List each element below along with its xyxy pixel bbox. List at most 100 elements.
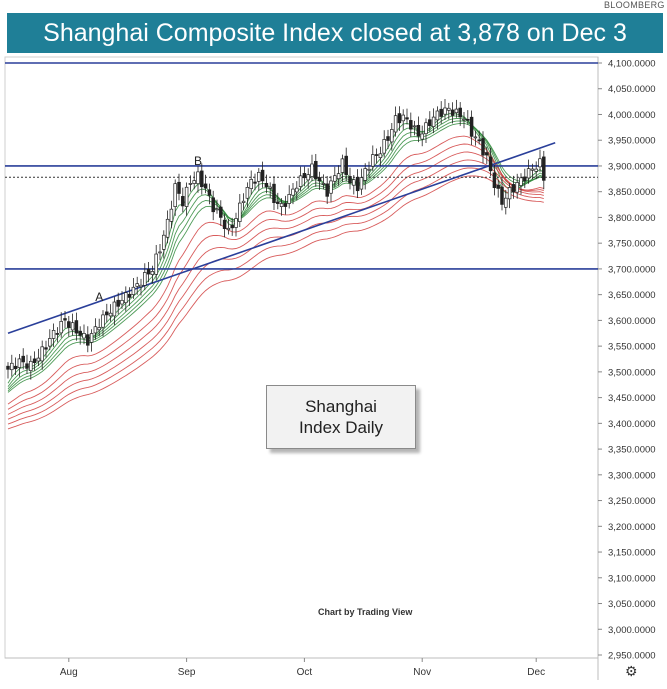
x-tick-label: Nov (413, 667, 431, 678)
candle-body (108, 312, 113, 317)
candle-body (82, 333, 86, 339)
candle-body (416, 124, 421, 137)
candle-body (443, 107, 447, 115)
candle-body (21, 355, 25, 363)
y-tick-label: 3,850.0000 (608, 187, 656, 198)
ma-long-line (7, 143, 544, 410)
candle-body (355, 176, 360, 192)
candle-body (25, 363, 29, 369)
candle-body (390, 129, 394, 143)
candle-body (139, 284, 143, 288)
candle-body (359, 177, 364, 190)
candle-body (169, 208, 174, 222)
candle-body (374, 154, 379, 156)
candle-body (131, 286, 136, 296)
candle-body (74, 320, 79, 334)
candle-body (264, 182, 269, 188)
candle-body (283, 203, 288, 207)
candle-body (466, 118, 470, 121)
y-tick-label: 3,550.0000 (608, 342, 656, 353)
candle-body (257, 171, 261, 182)
candle-body (112, 301, 117, 317)
candle-body (530, 168, 535, 171)
y-tick-label: 3,200.0000 (608, 522, 656, 533)
candle-body (287, 194, 291, 204)
annotation-label: B (194, 154, 202, 168)
candle-body (219, 206, 223, 218)
candle-body (306, 174, 310, 181)
candle-body (504, 197, 508, 208)
candle-body (329, 180, 333, 194)
candle-body (538, 158, 542, 168)
note-line-2: Index Daily (298, 418, 384, 437)
y-tick-label: 3,750.0000 (608, 239, 656, 250)
ma-long-line (7, 151, 544, 415)
candle-body (67, 321, 71, 328)
candle-body (188, 183, 193, 185)
candle-body (63, 318, 67, 321)
candle-body (439, 108, 443, 117)
candle-body (196, 171, 200, 185)
trendline (7, 142, 556, 335)
y-tick-label: 3,700.0000 (608, 264, 656, 275)
candle-body (154, 253, 158, 275)
candle-body (469, 116, 474, 137)
candle-body (162, 234, 166, 250)
candle-body (363, 168, 367, 181)
candle-body (485, 152, 489, 156)
candle-body (314, 160, 318, 180)
candle-body (378, 153, 383, 159)
chart-frame (4, 56, 599, 680)
candle-body (238, 202, 242, 222)
candle-body (101, 314, 105, 328)
ma-long-line (7, 135, 544, 405)
candle-body (302, 173, 307, 179)
candle-body (124, 292, 128, 304)
candle-body (105, 311, 109, 316)
trendline-layer (7, 142, 556, 335)
candle-body (93, 326, 98, 334)
candle-body (295, 187, 299, 193)
candle-body (515, 182, 519, 193)
annotation-label: A (95, 290, 103, 304)
candle-body (13, 365, 18, 370)
candle-body (542, 156, 546, 181)
y-tick-label: 3,900.0000 (608, 161, 656, 172)
ma-long-line (7, 159, 544, 420)
candle-body (268, 186, 272, 189)
candle-body (192, 180, 196, 184)
y-tick-label: 3,250.0000 (608, 496, 656, 507)
candle-body (279, 203, 284, 207)
x-tick-label: Aug (60, 667, 78, 678)
candle-body (367, 168, 371, 171)
ma-short-line (7, 118, 544, 390)
y-tick-label: 4,100.0000 (608, 59, 656, 70)
candle-body (431, 116, 436, 127)
y-tick-label: 3,800.0000 (608, 213, 656, 224)
candle-body (70, 322, 75, 331)
plot-border (4, 56, 599, 659)
candle-body (291, 188, 295, 196)
candle-body (435, 110, 440, 121)
x-tick-label: Sep (178, 667, 196, 678)
y-tick-label: 4,050.0000 (608, 84, 656, 95)
candle-body (226, 227, 231, 231)
horizontal-levels (5, 62, 598, 270)
candle-body (48, 338, 52, 347)
candle-body (44, 347, 48, 350)
candle-body (401, 114, 405, 122)
candle-body (317, 177, 322, 182)
candle-body (481, 138, 485, 156)
candle-body (241, 200, 246, 203)
source-label: BLOOMBERG (604, 0, 665, 10)
candle-body (371, 154, 375, 167)
candle-body (158, 251, 162, 254)
candle-body (450, 109, 455, 116)
gear-icon[interactable]: ⚙ (625, 663, 638, 679)
candle-body (234, 218, 238, 228)
candles (6, 98, 546, 380)
candle-body (393, 115, 398, 133)
candle-body (32, 358, 37, 364)
candle-body (260, 169, 265, 182)
candle-body (10, 362, 14, 371)
